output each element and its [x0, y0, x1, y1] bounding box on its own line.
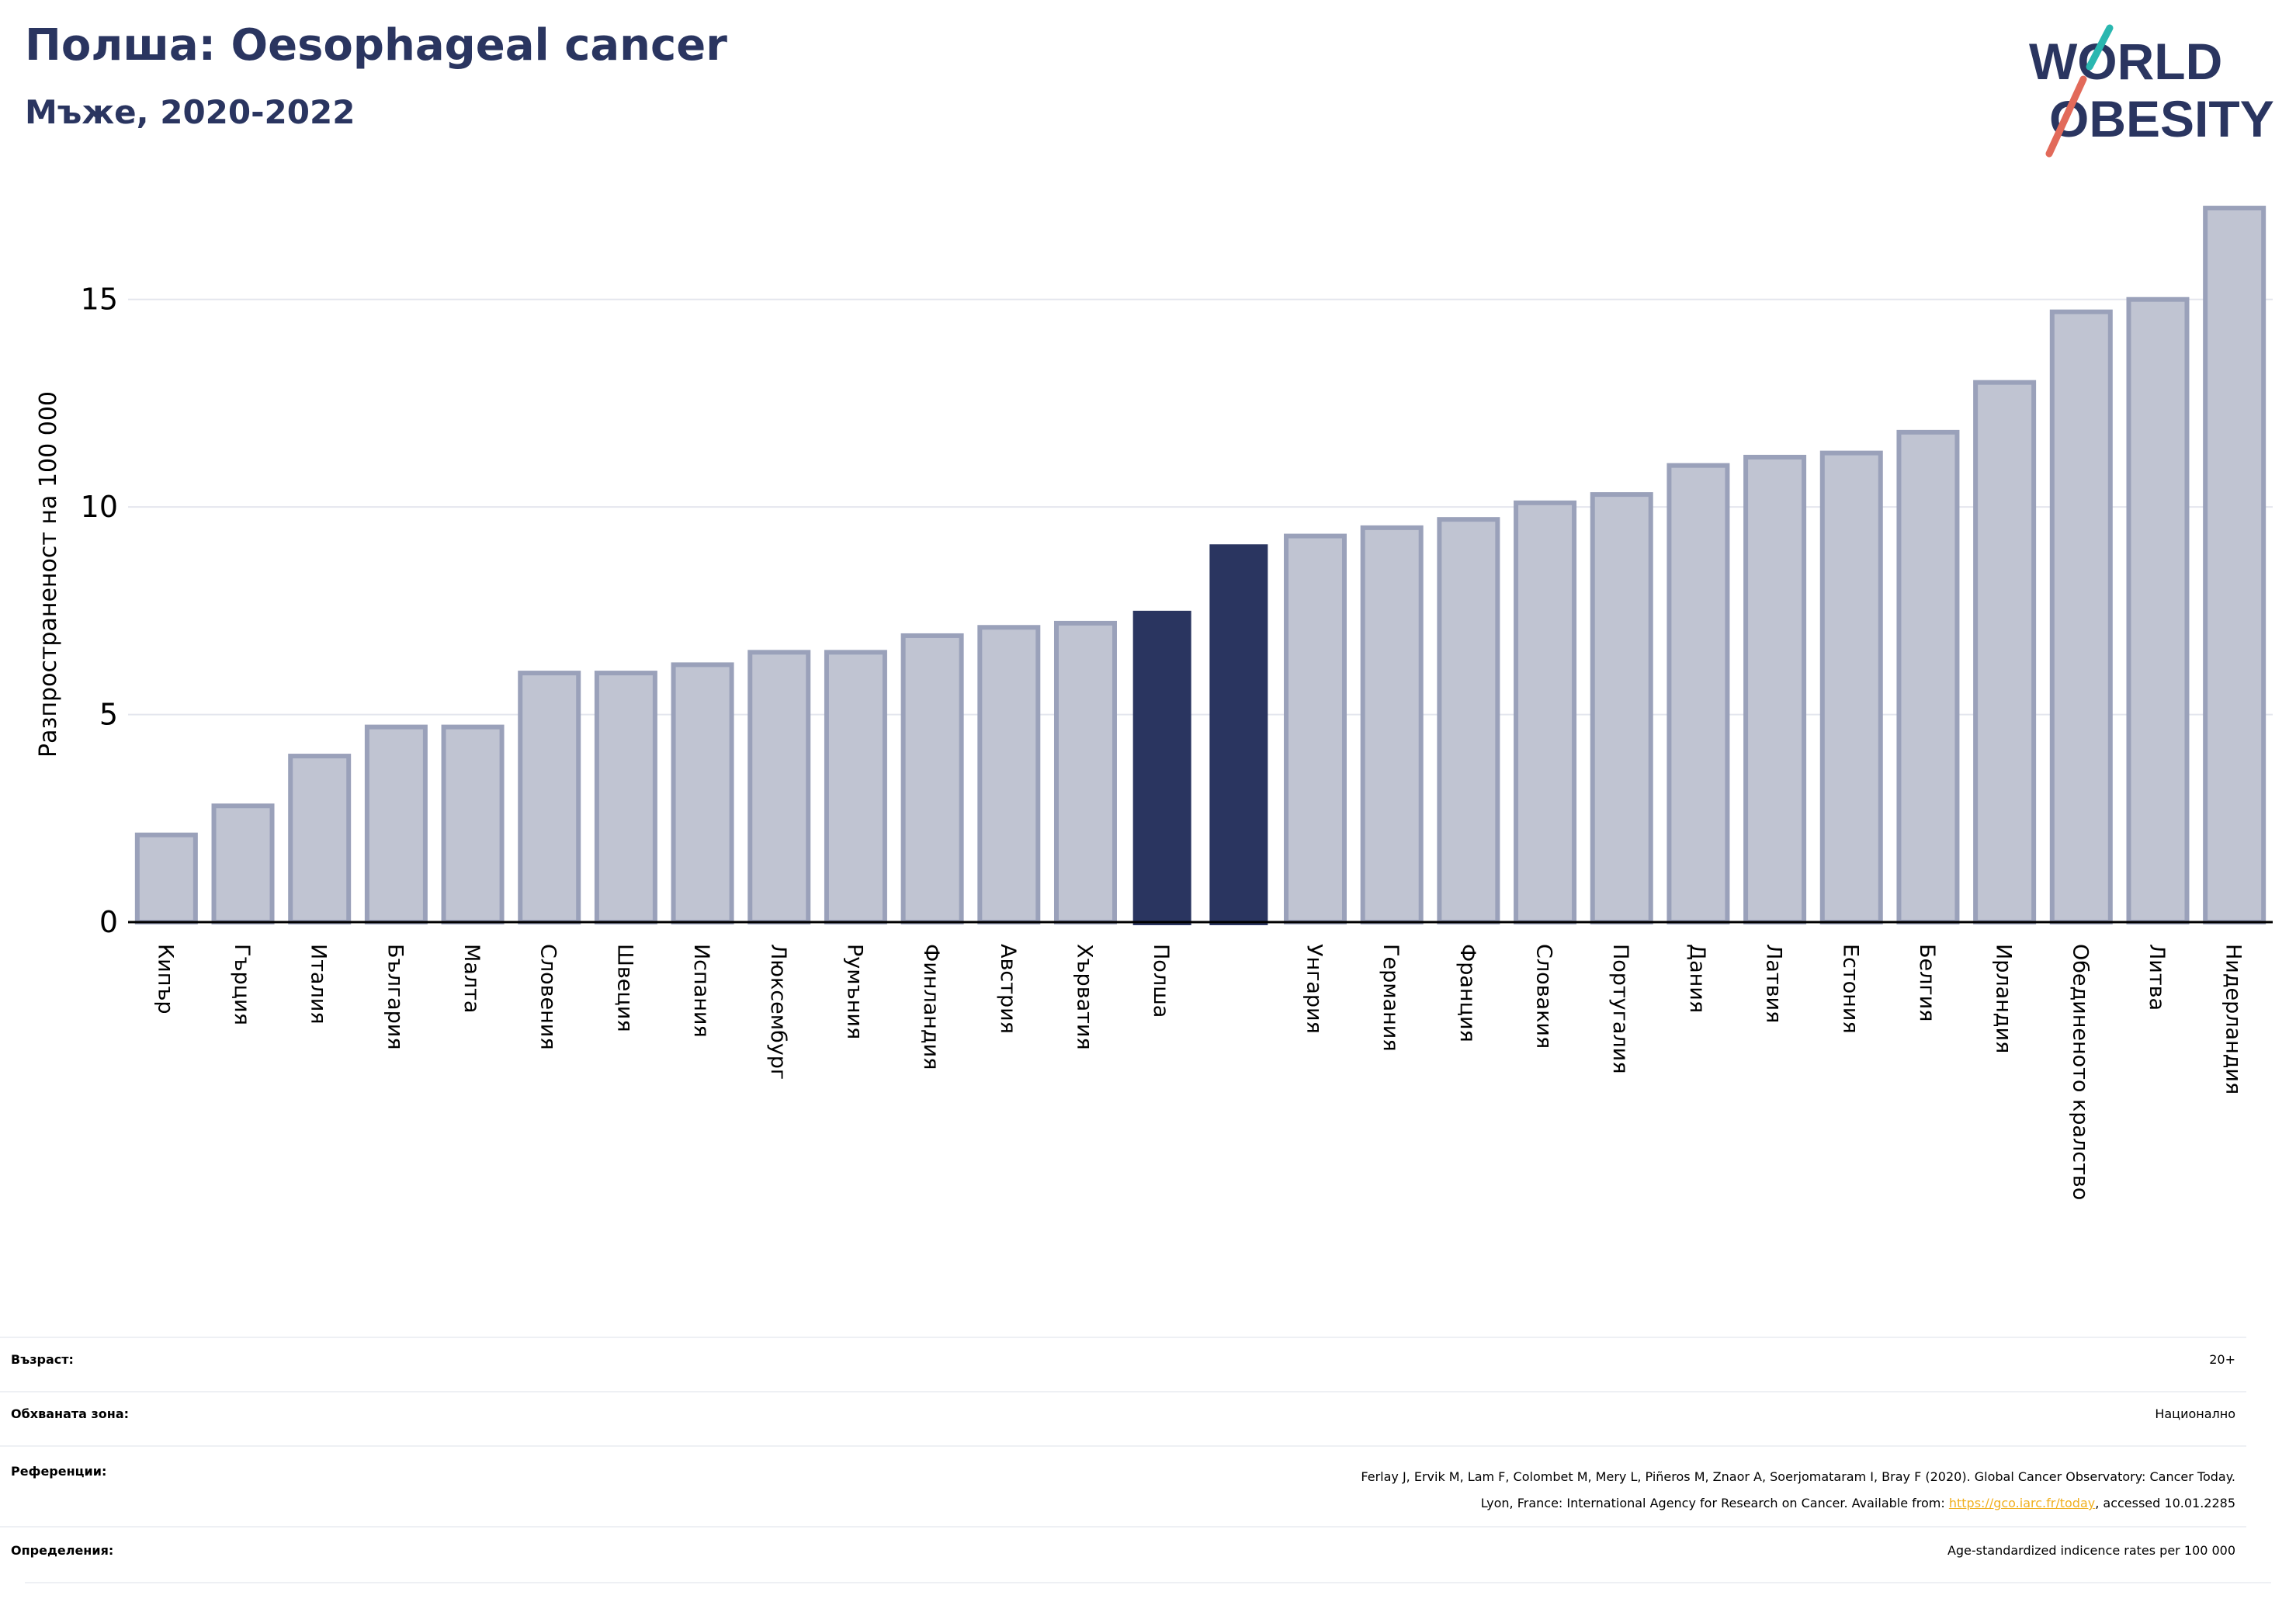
x-tick-label: България	[383, 944, 407, 1050]
x-tick-label: Дания	[1685, 944, 1709, 1013]
x-tick-label: Италия	[307, 944, 331, 1025]
bar-Испания	[671, 662, 734, 924]
bar-Словения	[518, 671, 581, 924]
x-tick-label: Полша	[1149, 944, 1173, 1018]
bar-Литва	[2126, 297, 2190, 924]
x-tick-label: Обединеното кралство	[2068, 944, 2092, 1200]
x-tick-label: Германия	[1379, 944, 1403, 1052]
x-tick-label: Латвия	[1762, 944, 1786, 1023]
bar-Франция	[1437, 517, 1500, 924]
references-row: Референции: Ferlay J, Ervik M, Lam F, Co…	[0, 1445, 2246, 1528]
page-title: Полша: Oesophageal cancer	[25, 20, 727, 71]
x-tick-label: Словакия	[1532, 944, 1556, 1049]
x-tick-label: Хърватия	[1072, 944, 1096, 1050]
references-line2-suffix: , accessed 10.01.2285	[2095, 1496, 2235, 1510]
bar-Финландия	[900, 633, 964, 924]
info-bottom-divider	[25, 1582, 2271, 1583]
x-tick-label: Белгия	[1915, 944, 1939, 1021]
coverage-row: Обхваната зона: Национално	[0, 1391, 2246, 1447]
bar-Люксембург	[747, 650, 811, 924]
bar-Унгария	[1284, 533, 1347, 925]
bar-Обединеното кралство	[2049, 309, 2113, 924]
bar-Португалия	[1590, 492, 1653, 924]
bar-Словакия	[1514, 500, 1577, 924]
y-tick-label: 5	[99, 698, 118, 732]
age-value: 20+	[2209, 1352, 2235, 1367]
bar-Хърватия	[1053, 620, 1117, 924]
bar-Австрия	[977, 625, 1041, 924]
bars	[134, 206, 2267, 925]
page-subtitle: Мъже, 2020-2022	[25, 93, 355, 131]
bar-Малта	[441, 724, 505, 924]
bar-Румъния	[824, 650, 887, 924]
bar-Белгия	[1896, 429, 1960, 924]
x-tick-label: Естония	[1838, 944, 1862, 1034]
references-link[interactable]: https://gco.iarc.fr/today	[1948, 1496, 2096, 1510]
x-tick-label: Португалия	[1608, 944, 1632, 1073]
bar-Ирландия	[1973, 380, 2037, 924]
references-value: Ferlay J, Ervik M, Lam F, Colombet M, Me…	[1361, 1464, 2235, 1517]
age-row: Възраст: 20+	[0, 1337, 2246, 1392]
coverage-label: Обхваната зона:	[11, 1406, 130, 1421]
x-tick-label: Испания	[689, 944, 713, 1038]
logo-teal-slash	[2086, 24, 2114, 71]
bar-Германия	[1360, 525, 1424, 925]
references-label: Референции:	[11, 1464, 107, 1479]
y-tick-label: 15	[81, 283, 118, 317]
x-tick-label: Гърция	[230, 944, 254, 1025]
bar-Полша	[1132, 610, 1191, 925]
logo-line1: WORLD	[2029, 33, 2222, 90]
x-tick-label: Словения	[536, 944, 560, 1050]
world-obesity-logo: WORLD OBESITY	[2029, 24, 2274, 158]
definitions-row: Определения: Age-standardized indicence …	[0, 1526, 2246, 1583]
x-tick-label: Нидерландия	[2221, 944, 2246, 1094]
references-line2-prefix: Lyon, France: International Agency for R…	[1480, 1496, 1949, 1510]
x-tick-label: Франция	[1455, 944, 1479, 1042]
x-tick-label: Финландия	[919, 944, 943, 1070]
x-tick-label: Швеция	[612, 944, 636, 1032]
x-tick-label: Ирландия	[1992, 944, 2016, 1053]
definitions-value: Age-standardized indicence rates per 100…	[1947, 1543, 2235, 1558]
x-tick-label: Люксембург	[766, 944, 790, 1080]
x-tick-label: Кипър	[153, 944, 177, 1014]
bar-България	[364, 724, 428, 924]
bar-Дания	[1667, 463, 1730, 924]
bar-unlabeled	[1209, 544, 1268, 925]
bar-chart: Кипър Гърция Италия България Малта Словения Шв…	[35, 206, 2273, 1200]
references-line1: Ferlay J, Ervik M, Lam F, Colombet M, Me…	[1361, 1469, 2235, 1484]
logo-coral-slash	[2045, 75, 2087, 158]
logo-line2: OBESITY	[2049, 90, 2274, 147]
age-label: Възраст:	[11, 1352, 74, 1367]
x-tick-label: Литва	[2145, 944, 2169, 1011]
bar-Италия	[288, 754, 352, 924]
y-tick-labels: 0 5 10 15	[81, 283, 118, 939]
x-tick-label: Австрия	[996, 944, 1020, 1034]
x-tick-label: Малта	[460, 944, 484, 1013]
bar-Кипър	[134, 832, 198, 925]
bar-Гърция	[211, 803, 275, 924]
x-tick-labels: Кипър Гърция Италия България Малта Словения Шв…	[153, 944, 2245, 1200]
y-axis-label: Разпространеност на 100 000	[35, 391, 62, 758]
y-tick-label: 10	[81, 490, 118, 524]
bar-Латвия	[1743, 454, 1807, 924]
x-tick-label: Унгария	[1302, 944, 1327, 1034]
bar-Нидерландия	[2203, 206, 2267, 924]
coverage-value: Национално	[2155, 1406, 2235, 1421]
y-tick-label: 0	[99, 905, 118, 939]
x-tick-label: Румъния	[842, 944, 866, 1039]
bar-Швеция	[594, 671, 657, 924]
bar-Естония	[1819, 450, 1883, 924]
definitions-label: Определения:	[11, 1543, 114, 1558]
